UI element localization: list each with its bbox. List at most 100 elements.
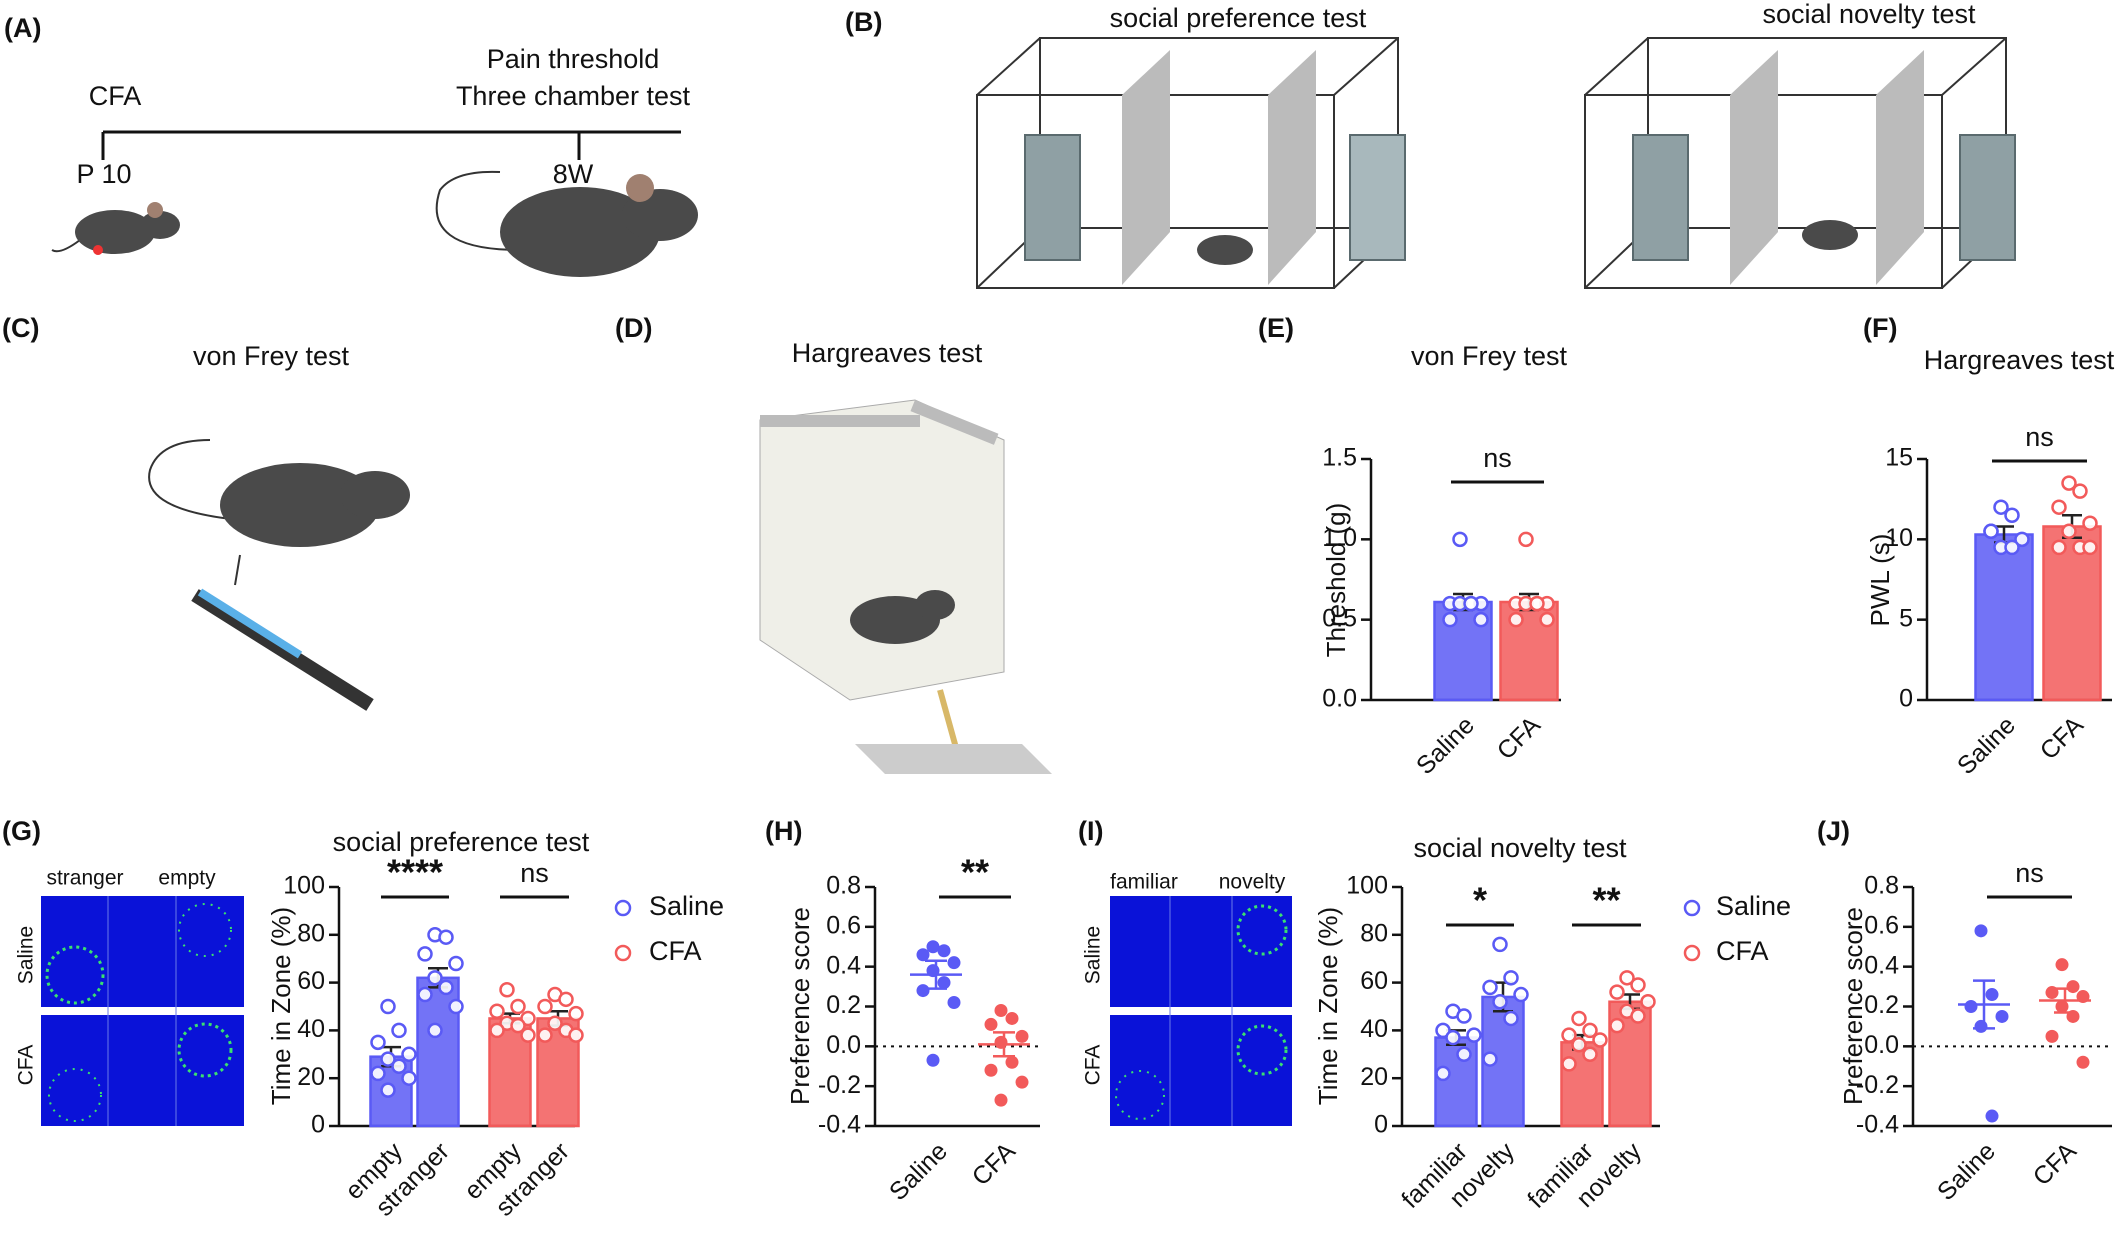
- data-point: [537, 998, 553, 1015]
- data-point: [1503, 1010, 1519, 1027]
- y-tick-label: -0.4: [1856, 1111, 1899, 1139]
- data-point: [510, 998, 526, 1015]
- data-point: [370, 1065, 386, 1082]
- illustration-title: Hargreaves test: [792, 338, 983, 368]
- timeline-label: Pain threshold: [487, 44, 660, 74]
- y-tick-label: 0.6: [1864, 911, 1899, 939]
- three-chamber-box: [976, 37, 1406, 289]
- data-point: [380, 1051, 396, 1067]
- data-point: [1445, 1029, 1461, 1046]
- y-tick-label: 0.8: [1864, 872, 1899, 900]
- bar: [2042, 525, 2102, 702]
- data-point: [448, 955, 464, 972]
- data-point: [520, 1010, 536, 1027]
- timeline-label: 8W: [553, 159, 594, 189]
- y-tick-label: 1.5: [1322, 444, 1357, 472]
- y-tick-label: 80: [1360, 919, 1388, 947]
- data-point: [1630, 977, 1646, 993]
- timeline-label: CFA: [89, 81, 142, 111]
- significance-label: ns: [2015, 858, 2044, 888]
- image-label: Saline: [15, 926, 38, 984]
- x-tick-label: Saline: [1952, 711, 2021, 780]
- y-axis-label: Time in Zone (%): [266, 907, 296, 1105]
- data-point: [1492, 936, 1508, 953]
- data-point: [427, 970, 443, 986]
- data-point: [2082, 539, 2098, 556]
- data-point: [417, 986, 433, 1003]
- significance-label: *: [1473, 880, 1487, 921]
- data-point: [1592, 1032, 1608, 1048]
- y-tick-label: 0.8: [826, 872, 861, 900]
- data-point: [380, 998, 396, 1015]
- data-point: [1492, 993, 1508, 1010]
- significance-label: **: [961, 852, 989, 893]
- data-point: [489, 1022, 505, 1039]
- legend-label: Saline: [1716, 891, 1791, 921]
- data-point: [926, 1053, 940, 1067]
- mouse-adult: [435, 170, 698, 277]
- image-label: Saline: [1082, 926, 1105, 984]
- data-point: [510, 1017, 526, 1034]
- y-tick-label: 0.0: [1864, 1031, 1899, 1059]
- panel-label: (B): [845, 7, 882, 37]
- y-axis-label: PWL (s): [1865, 534, 1895, 627]
- y-tick-label: -0.4: [818, 1111, 861, 1139]
- y-tick-label: 0: [311, 1111, 325, 1139]
- heatmap-images: [41, 896, 1292, 1126]
- data-point: [1964, 1000, 1978, 1013]
- data-point: [1529, 595, 1545, 612]
- legend-label: Saline: [649, 891, 724, 921]
- image-label: novelty: [1219, 871, 1286, 894]
- data-point: [568, 1005, 584, 1022]
- y-tick-label: 0.5: [1322, 604, 1357, 632]
- data-point: [2014, 531, 2030, 548]
- three-chamber-box: [1584, 37, 2016, 289]
- data-point: [1466, 1027, 1482, 1043]
- y-tick-label: 0.2: [1864, 991, 1899, 1019]
- y-tick-label: 0: [1899, 685, 1913, 713]
- data-point: [1015, 1029, 1029, 1043]
- legend-marker: [614, 899, 632, 917]
- panel-label: (H): [765, 816, 802, 846]
- y-tick-label: -0.2: [1856, 1071, 1899, 1099]
- data-point: [947, 956, 961, 970]
- panel-label: (D): [615, 313, 652, 343]
- significance-label: **: [1592, 880, 1620, 921]
- data-point: [1452, 531, 1468, 548]
- data-point: [1473, 611, 1489, 628]
- y-tick-label: 20: [297, 1063, 325, 1091]
- timeline-label: Three chamber test: [456, 81, 691, 111]
- data-point: [1609, 984, 1625, 1000]
- data-point: [401, 1070, 417, 1086]
- y-tick-label: 0.4: [826, 951, 861, 979]
- data-point: [1974, 1019, 1988, 1033]
- image-label: empty: [158, 867, 216, 890]
- x-tick-label: Saline: [884, 1137, 953, 1206]
- data-point: [1015, 1075, 1029, 1089]
- y-axis-label: Time in Zone (%): [1313, 907, 1343, 1105]
- image-label: CFA: [15, 1045, 38, 1086]
- data-point: [499, 982, 515, 998]
- y-tick-label: 60: [297, 967, 325, 995]
- data-point: [438, 979, 454, 996]
- data-point: [370, 1034, 386, 1051]
- data-point: [2051, 499, 2067, 515]
- data-point: [1582, 1046, 1598, 1063]
- data-point: [1482, 1051, 1498, 1067]
- von-frey-illustration: [148, 439, 410, 711]
- hargreaves-illustration: [759, 399, 1052, 774]
- panel-label: (F): [1863, 313, 1897, 343]
- data-point: [1539, 611, 1555, 628]
- significance-label: ns: [2025, 422, 2054, 452]
- y-tick-label: 5: [1899, 604, 1913, 632]
- y-tick-label: 0.0: [826, 1031, 861, 1059]
- timeline: [101, 130, 681, 160]
- data-point: [1508, 611, 1524, 628]
- y-tick-label: 10: [1885, 524, 1913, 552]
- chart-title: social preference test: [333, 827, 590, 857]
- data-point: [1974, 924, 1988, 938]
- y-tick-label: 40: [297, 1015, 325, 1043]
- x-tick-label: CFA: [2035, 711, 2089, 765]
- legend-marker: [1683, 899, 1701, 917]
- data-point: [2051, 539, 2067, 556]
